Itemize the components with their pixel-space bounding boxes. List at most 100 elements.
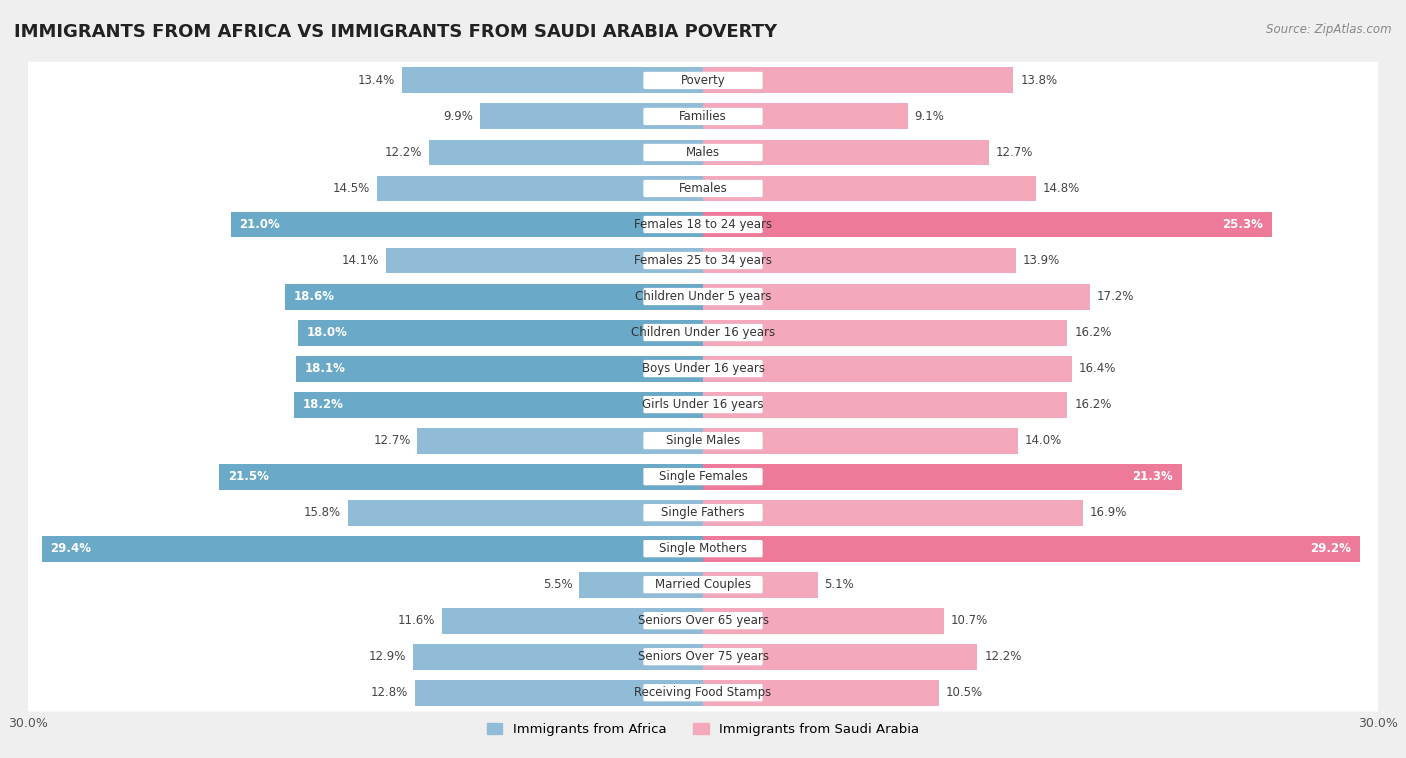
FancyBboxPatch shape xyxy=(644,252,762,269)
FancyBboxPatch shape xyxy=(644,648,762,666)
Bar xyxy=(703,428,1018,453)
Bar xyxy=(703,104,908,130)
Text: 12.7%: 12.7% xyxy=(373,434,411,447)
FancyBboxPatch shape xyxy=(644,432,762,449)
Text: Seniors Over 75 years: Seniors Over 75 years xyxy=(637,650,769,663)
Bar xyxy=(415,680,703,706)
Bar xyxy=(703,392,1067,418)
Text: 14.1%: 14.1% xyxy=(342,254,380,267)
FancyBboxPatch shape xyxy=(644,468,762,485)
Text: 14.5%: 14.5% xyxy=(333,182,370,195)
FancyBboxPatch shape xyxy=(27,494,1379,531)
Text: Females 25 to 34 years: Females 25 to 34 years xyxy=(634,254,772,267)
Text: 12.2%: 12.2% xyxy=(384,146,422,159)
Text: 17.2%: 17.2% xyxy=(1097,290,1135,303)
Bar xyxy=(703,283,1090,309)
Text: Families: Families xyxy=(679,110,727,123)
Text: 9.1%: 9.1% xyxy=(914,110,945,123)
Text: 14.8%: 14.8% xyxy=(1043,182,1080,195)
Bar xyxy=(298,320,703,346)
Text: 12.8%: 12.8% xyxy=(371,686,408,699)
Text: Poverty: Poverty xyxy=(681,74,725,87)
Text: 29.2%: 29.2% xyxy=(1310,542,1351,555)
FancyBboxPatch shape xyxy=(27,133,1379,171)
Bar xyxy=(703,680,939,706)
Text: Children Under 5 years: Children Under 5 years xyxy=(634,290,772,303)
Text: 13.8%: 13.8% xyxy=(1021,74,1057,87)
Bar xyxy=(703,464,1182,490)
FancyBboxPatch shape xyxy=(644,324,762,341)
FancyBboxPatch shape xyxy=(27,242,1379,279)
Bar xyxy=(429,139,703,165)
Text: 21.5%: 21.5% xyxy=(228,470,269,483)
Text: 16.4%: 16.4% xyxy=(1078,362,1116,375)
Bar xyxy=(413,644,703,669)
Text: Single Males: Single Males xyxy=(666,434,740,447)
Text: Married Couples: Married Couples xyxy=(655,578,751,591)
FancyBboxPatch shape xyxy=(27,314,1379,351)
Text: 12.7%: 12.7% xyxy=(995,146,1033,159)
FancyBboxPatch shape xyxy=(27,602,1379,640)
Text: 10.7%: 10.7% xyxy=(950,614,987,627)
FancyBboxPatch shape xyxy=(644,504,762,522)
Text: Girls Under 16 years: Girls Under 16 years xyxy=(643,398,763,411)
Bar xyxy=(219,464,703,490)
Text: 16.2%: 16.2% xyxy=(1074,398,1112,411)
Text: Single Fathers: Single Fathers xyxy=(661,506,745,519)
Bar xyxy=(42,536,703,562)
FancyBboxPatch shape xyxy=(644,288,762,305)
Text: Single Mothers: Single Mothers xyxy=(659,542,747,555)
FancyBboxPatch shape xyxy=(644,396,762,413)
Text: Males: Males xyxy=(686,146,720,159)
Legend: Immigrants from Africa, Immigrants from Saudi Arabia: Immigrants from Africa, Immigrants from … xyxy=(481,718,925,742)
Bar xyxy=(703,608,943,634)
Text: Single Females: Single Females xyxy=(658,470,748,483)
Bar xyxy=(703,320,1067,346)
Text: 18.1%: 18.1% xyxy=(305,362,346,375)
FancyBboxPatch shape xyxy=(27,422,1379,459)
Text: Seniors Over 65 years: Seniors Over 65 years xyxy=(637,614,769,627)
FancyBboxPatch shape xyxy=(644,360,762,377)
FancyBboxPatch shape xyxy=(644,540,762,557)
Bar xyxy=(703,176,1036,202)
Text: Children Under 16 years: Children Under 16 years xyxy=(631,326,775,339)
Bar xyxy=(703,211,1272,237)
FancyBboxPatch shape xyxy=(644,72,762,89)
Bar xyxy=(703,248,1015,274)
Text: 14.0%: 14.0% xyxy=(1025,434,1062,447)
FancyBboxPatch shape xyxy=(27,98,1379,135)
Bar xyxy=(385,248,703,274)
FancyBboxPatch shape xyxy=(644,180,762,197)
FancyBboxPatch shape xyxy=(27,674,1379,712)
Bar xyxy=(284,283,703,309)
Text: 16.2%: 16.2% xyxy=(1074,326,1112,339)
Text: 15.8%: 15.8% xyxy=(304,506,340,519)
Bar xyxy=(481,104,703,130)
Bar xyxy=(295,356,703,381)
Text: Boys Under 16 years: Boys Under 16 years xyxy=(641,362,765,375)
FancyBboxPatch shape xyxy=(27,566,1379,603)
Bar xyxy=(703,536,1360,562)
FancyBboxPatch shape xyxy=(644,108,762,125)
Text: 18.0%: 18.0% xyxy=(307,326,347,339)
Text: 9.9%: 9.9% xyxy=(444,110,474,123)
Text: 10.5%: 10.5% xyxy=(946,686,983,699)
Bar xyxy=(402,67,703,93)
Text: 16.9%: 16.9% xyxy=(1090,506,1128,519)
Bar xyxy=(377,176,703,202)
Text: 5.5%: 5.5% xyxy=(543,578,572,591)
FancyBboxPatch shape xyxy=(27,458,1379,495)
Bar xyxy=(703,356,1071,381)
FancyBboxPatch shape xyxy=(644,684,762,701)
FancyBboxPatch shape xyxy=(27,170,1379,207)
FancyBboxPatch shape xyxy=(27,530,1379,568)
Text: 11.6%: 11.6% xyxy=(398,614,436,627)
Bar xyxy=(703,572,818,597)
Bar xyxy=(294,392,703,418)
Text: Source: ZipAtlas.com: Source: ZipAtlas.com xyxy=(1267,23,1392,36)
FancyBboxPatch shape xyxy=(27,350,1379,387)
Text: Females: Females xyxy=(679,182,727,195)
Text: Receiving Food Stamps: Receiving Food Stamps xyxy=(634,686,772,699)
Bar xyxy=(703,500,1083,525)
Bar xyxy=(347,500,703,525)
